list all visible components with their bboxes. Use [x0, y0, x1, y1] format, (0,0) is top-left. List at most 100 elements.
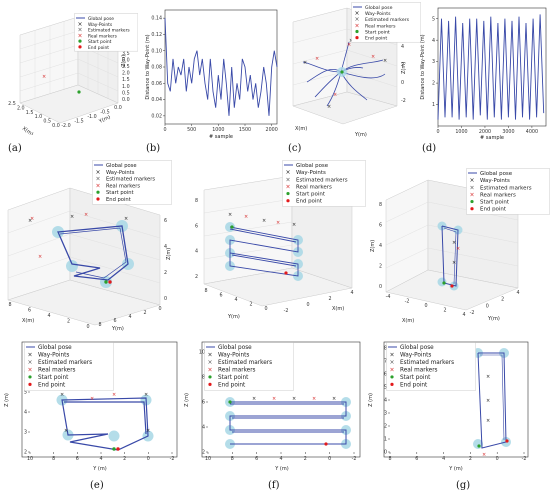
- legend-swatch-cross: ×: [389, 359, 394, 366]
- tick-label: 8: [195, 198, 198, 204]
- tick-label: 0: [401, 80, 404, 86]
- svg-text:×: ×: [30, 216, 34, 222]
- panel-b-distance-plot: 0.02 0.04 0.06 0.08 0.10 0.12 0.14 0 500 1000 1500…: [143, 2, 283, 142]
- tick-label: 2.5: [8, 101, 16, 107]
- y-axis-label: Y(m): [97, 114, 111, 125]
- legend-entry-label: Global pose: [88, 16, 114, 22]
- x-axis-label: X(m): [22, 318, 34, 324]
- svg-text:×: ×: [244, 214, 248, 220]
- tick-label: 0.5: [43, 119, 51, 125]
- y-tick-label: 5: [24, 390, 27, 396]
- legend-entry-label: Real markers: [88, 33, 118, 39]
- tick-label: -1.0: [87, 114, 96, 120]
- x-axis-label: # sample: [480, 135, 504, 141]
- legend-entry-label: Way-Points: [296, 170, 326, 176]
- x-tick-label: 4: [442, 456, 445, 462]
- tick-label: 0.5: [122, 90, 130, 96]
- svg-text:×: ×: [28, 218, 32, 224]
- legend: Global pose × Way-Points × Estimated markers…: [92, 160, 172, 205]
- x-axis-label: Y (m): [448, 466, 462, 472]
- legend-swatch-cross: ×: [207, 359, 212, 366]
- tick-label: 0: [164, 296, 167, 302]
- tick-label: 2: [328, 296, 331, 302]
- y-tick-label: 5: [432, 16, 435, 22]
- legend-swatch-dot: [78, 39, 82, 43]
- legend-entry-label: Way-Points: [88, 22, 113, 28]
- legend-entry-label: Global pose: [218, 345, 252, 351]
- legend-swatch-dot: [286, 199, 290, 203]
- tick-label: 2: [401, 62, 404, 68]
- legend-entry-label: Real markers: [365, 23, 396, 29]
- legend: Global pose × Way-Points × Estimated markers…: [351, 2, 421, 43]
- legend-swatch-cross: ×: [77, 21, 82, 28]
- x-axis-label: X(m): [332, 306, 344, 312]
- tick-label: 2.0: [17, 105, 25, 111]
- tick-label: -2: [470, 310, 475, 316]
- legend-entry-label: Way-Points: [38, 352, 69, 358]
- svg-text:×: ×: [452, 260, 456, 266]
- svg-text:×: ×: [486, 374, 490, 380]
- panel-c-3d-plot: ×××× ×××× Z(m) X(m) Y(m) -20246 Global p…: [285, 2, 421, 142]
- legend: Global pose × Way-Points × Estimated markers…: [466, 168, 550, 215]
- legend-entry-label: Estimated markers: [365, 17, 410, 23]
- legend-entry-label: Way-Points: [106, 170, 135, 176]
- caption-f: (f): [268, 480, 280, 491]
- legend-swatch-cross: ×: [77, 32, 82, 39]
- legend-swatch-dot: [96, 190, 100, 194]
- x-tick-label: 2000: [266, 127, 278, 133]
- tick-label: 0: [306, 302, 309, 308]
- legend-swatch-cross: ×: [27, 351, 32, 358]
- y-tick-label: 3: [432, 59, 435, 65]
- x-tick-label: 6: [76, 456, 79, 462]
- legend-swatch-cross: ×: [285, 176, 290, 183]
- distance-series-line: [164, 18, 278, 116]
- legend-entry-label: Estimated markers: [106, 177, 155, 183]
- y-tick-label: 2: [202, 450, 205, 456]
- tick-label: 3.0: [122, 57, 130, 63]
- legend-swatch-dot: [96, 197, 100, 201]
- trajectory-path: [229, 401, 347, 445]
- y-tick-label: 1: [384, 437, 387, 443]
- tick-label: 2: [143, 310, 146, 316]
- svg-text:×: ×: [371, 54, 375, 60]
- tick-label: 6: [195, 223, 198, 229]
- y-tick-label: 4: [384, 398, 387, 404]
- tick-label: -2: [405, 299, 410, 305]
- svg-text:×: ×: [303, 60, 307, 66]
- svg-text:×: ×: [486, 398, 490, 404]
- x-tick-label: 8: [231, 456, 234, 462]
- legend-entry-label: Estimated markers: [296, 177, 348, 183]
- tick-label: 0.0: [52, 123, 60, 129]
- legend-box: [204, 342, 294, 391]
- legend-swatch-cross: ×: [389, 366, 394, 373]
- legend-entry-label: Real markers: [480, 192, 516, 198]
- tick-label: 4: [350, 290, 353, 296]
- tick-label: 2: [164, 270, 167, 276]
- y-axis-label: Y(m): [487, 316, 500, 322]
- y-tick-label: 4: [432, 38, 435, 44]
- y-tick-label: 6: [384, 372, 387, 378]
- legend-entry-label: Estimated markers: [400, 360, 454, 366]
- tick-label: -4: [386, 294, 391, 300]
- x-tick-label: -2: [522, 456, 527, 462]
- legend: Global pose × Way-Points × Estimated markers…: [282, 160, 366, 207]
- y-tick-label: 10: [199, 350, 205, 356]
- x-tick-label: 0: [496, 456, 499, 462]
- tick-label: 4: [516, 290, 519, 296]
- legend-swatch-cross: ×: [469, 191, 474, 198]
- svg-text:×: ×: [42, 74, 46, 80]
- tick-label: 1.0: [35, 114, 43, 120]
- panel-g-3d-trajectory: × × × Z(m) X(m) Y(m) 0 2 4 6 8 -4 -2 0 2 4 -2 0 2 4 Gl…: [368, 168, 550, 335]
- tick-label: 4: [234, 297, 237, 303]
- z-axis-label: Z(m): [401, 62, 407, 74]
- legend-box: [386, 342, 476, 391]
- y-tick-label: 7: [384, 359, 387, 365]
- x-tick-label: -2: [170, 456, 175, 462]
- legend-swatch-cross: ×: [207, 366, 212, 373]
- legend-entry-label: Global pose: [296, 163, 329, 169]
- legend: Global pose × Way-Points × Estimated markers…: [24, 342, 114, 391]
- y-tick-label: 0.08: [151, 65, 162, 71]
- start-point-marker: [340, 70, 344, 74]
- tick-label: 2.0: [122, 71, 130, 77]
- x-axis-label: X(m): [295, 126, 307, 132]
